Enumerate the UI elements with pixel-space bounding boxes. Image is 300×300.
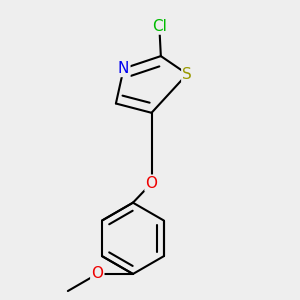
Text: O: O <box>91 266 103 281</box>
Text: S: S <box>182 67 192 82</box>
Text: N: N <box>118 61 129 76</box>
Text: Cl: Cl <box>152 19 167 34</box>
Text: O: O <box>146 176 158 191</box>
